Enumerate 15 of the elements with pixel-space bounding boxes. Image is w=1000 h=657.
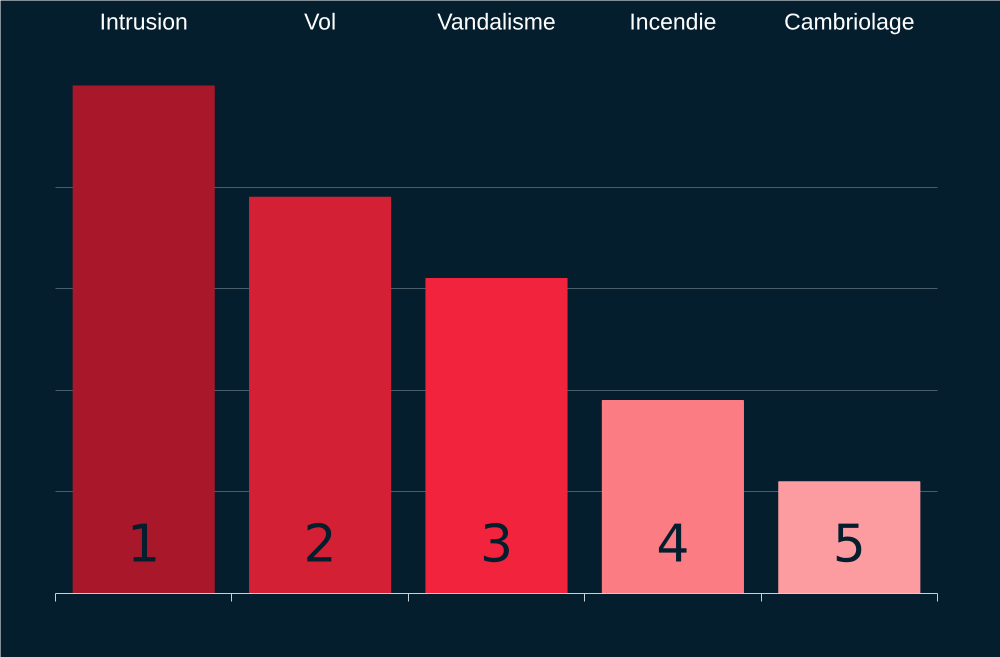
annotation: 3 [480,514,514,575]
annotation: 4 [656,514,690,575]
bar [249,196,392,594]
annotation: 1 [127,514,160,575]
x-tick-label: Vandalisme [437,8,556,34]
bar [425,278,568,594]
x-tick-label: Incendie [629,8,716,34]
x-tick-label: Cambriolage [784,8,915,34]
x-tick-label: Intrusion [100,8,188,34]
bar [602,400,744,594]
annotation: 2 [304,514,337,575]
bar [72,86,215,594]
annotation: 5 [832,514,866,575]
x-tick-label: Vol [304,8,336,34]
bar [778,481,920,594]
